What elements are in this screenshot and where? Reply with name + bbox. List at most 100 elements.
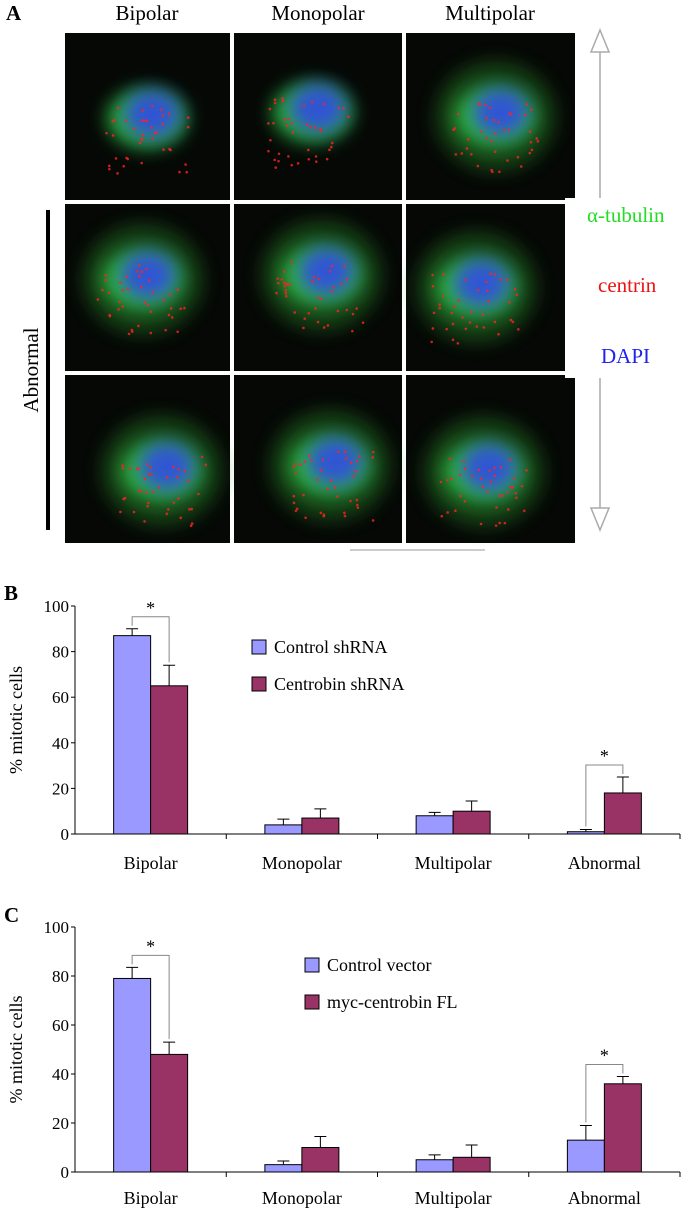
- centrin-dot: [190, 507, 194, 511]
- dna: [453, 259, 510, 308]
- centrin-dot: [310, 100, 314, 104]
- error-bar: [314, 808, 327, 819]
- centrin-dot: [525, 469, 528, 472]
- centrin-dot: [486, 289, 489, 293]
- centrin-dot: [185, 170, 189, 174]
- centrin-dot: [326, 324, 330, 327]
- centrin-dot: [337, 450, 340, 454]
- centrin-dot: [454, 153, 458, 156]
- centrin-dot: [343, 511, 346, 515]
- dna: [298, 247, 355, 296]
- centrin-dot: [151, 291, 155, 294]
- significance-bracket: [131, 954, 170, 1040]
- centrin-dot: [167, 508, 170, 511]
- error-bar: [616, 776, 629, 793]
- error-bar: [428, 811, 441, 816]
- centrin-dot: [167, 313, 171, 317]
- centrin-dot: [450, 477, 453, 480]
- centrin-dot: [478, 103, 482, 106]
- centrin-dot: [431, 327, 435, 330]
- centrin-dot: [147, 473, 151, 476]
- centrin-dot: [536, 140, 540, 143]
- x-tick-label: Multipolar: [415, 853, 492, 873]
- centrin-dot: [463, 499, 467, 503]
- centrin-dot: [310, 458, 313, 462]
- y-tick-label: 60: [52, 688, 69, 707]
- centrin-dot: [479, 522, 483, 526]
- centrin-dot: [186, 479, 190, 482]
- centrin-dot: [520, 484, 524, 488]
- centrin-dot: [169, 307, 173, 310]
- centrin-dot: [283, 284, 286, 288]
- centrin-dot: [111, 134, 115, 137]
- centrin-dot: [117, 308, 120, 311]
- centrin-dot: [493, 320, 497, 324]
- y-axis-label: % mitotic cells: [6, 666, 26, 774]
- bar: [301, 1147, 340, 1173]
- centrin-dot: [470, 152, 473, 156]
- centrin-dot: [316, 320, 320, 324]
- centrin-dot: [493, 466, 496, 470]
- micrograph: [234, 33, 402, 200]
- centrin-dot: [347, 115, 350, 119]
- y-tick-label: 20: [52, 1114, 69, 1133]
- centrin-dot: [140, 270, 144, 274]
- centrin-dot: [111, 120, 114, 123]
- centrin-dot: [345, 308, 349, 312]
- centrin-dot: [313, 126, 317, 130]
- centrin-dot: [108, 313, 112, 317]
- centrin-dot: [511, 486, 515, 489]
- centrin-dot: [162, 148, 165, 151]
- centrin-dot: [302, 104, 306, 108]
- centrin-dot: [121, 305, 125, 308]
- centrin-dot: [446, 511, 449, 514]
- centrin-dot: [267, 122, 270, 125]
- centrin-dot: [125, 275, 129, 278]
- bar: [603, 1083, 642, 1173]
- centrin-dot: [140, 489, 143, 493]
- micrograph: [65, 33, 230, 200]
- centrin-dot: [431, 284, 435, 288]
- centrin-dot: [356, 503, 359, 507]
- centrin-dot: [293, 311, 297, 314]
- centrin-dot: [481, 485, 485, 488]
- dna: [119, 251, 176, 300]
- centrin-dot: [513, 477, 516, 480]
- centrin-dot: [294, 509, 298, 513]
- legend-swatch: [251, 639, 267, 655]
- centrin-dot: [122, 164, 125, 168]
- centrin-dot: [276, 277, 280, 280]
- bar: [415, 815, 454, 835]
- centrin-dot: [438, 303, 441, 307]
- significance-bracket: [131, 616, 170, 663]
- centrin-dot: [430, 340, 434, 344]
- centrin-dot: [487, 299, 490, 303]
- centrin-dot: [177, 467, 180, 471]
- centrin-dot: [468, 321, 472, 324]
- centrin-dot: [273, 158, 276, 162]
- legend-swatch: [304, 994, 320, 1010]
- centrin-dot: [457, 299, 460, 302]
- y-tick-label: 40: [52, 1065, 69, 1084]
- centrin-dot: [488, 469, 492, 473]
- centrin-dot: [441, 294, 445, 298]
- centrin-dot: [164, 328, 167, 332]
- centrin-dot: [505, 278, 509, 282]
- centrin-dot: [172, 501, 176, 504]
- centrin-dot: [183, 306, 186, 310]
- x-tick-label: Bipolar: [124, 853, 178, 873]
- centrin-dot: [485, 116, 489, 120]
- centrin-dot: [189, 524, 193, 528]
- centrin-dot: [515, 293, 519, 296]
- centrin-dot: [186, 125, 190, 129]
- x-tick-label: Monopolar: [262, 1188, 342, 1208]
- legend-label: Control vector: [327, 955, 431, 975]
- centrin-dot: [319, 127, 322, 131]
- centrin-dot: [161, 122, 164, 126]
- centrin-dot: [197, 492, 200, 496]
- y-tick-label: 0: [61, 825, 70, 844]
- centrin-dot: [511, 320, 515, 324]
- centrin-dot: [141, 119, 144, 122]
- centrin-dot: [358, 455, 361, 458]
